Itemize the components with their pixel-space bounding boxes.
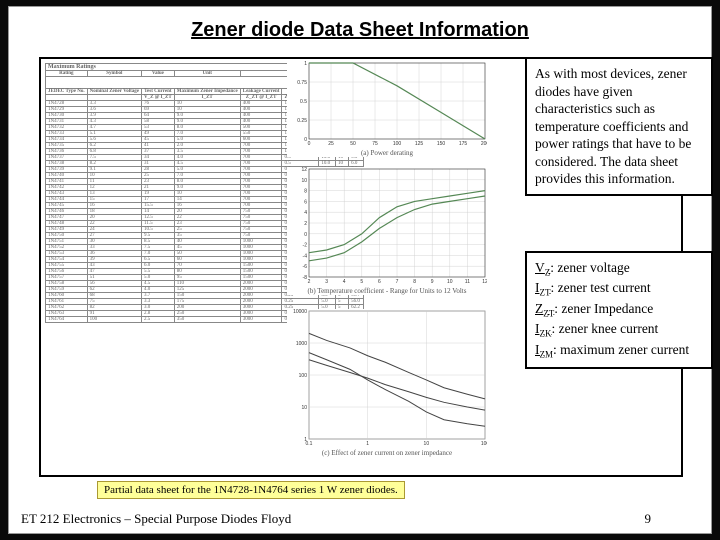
svg-text:9: 9 [431,279,434,285]
svg-text:0.75: 0.75 [297,80,307,86]
svg-text:150: 150 [437,141,446,147]
svg-text:75: 75 [372,141,378,147]
chart2-caption: (b) Temperature coefficient - Range for … [287,287,487,295]
svg-text:-2: -2 [303,243,308,249]
svg-text:0.25: 0.25 [297,118,307,124]
slide: Zener diode Data Sheet Information Maxim… [8,6,712,534]
info-box-params: VZ: zener voltageIZT: zener test current… [525,251,713,369]
svg-text:4: 4 [343,279,346,285]
svg-text:100: 100 [481,441,487,447]
info-box-description: As with most devices, zener diodes have … [525,57,713,196]
slide-title: Zener diode Data Sheet Information [9,19,711,42]
svg-text:2: 2 [304,221,307,227]
svg-text:1: 1 [366,441,369,447]
svg-text:50: 50 [350,141,356,147]
param-line: IZT: zener test current [535,279,703,299]
chart3-caption: (c) Effect of zener current on zener imp… [287,449,487,457]
svg-text:25: 25 [328,141,334,147]
svg-text:10: 10 [301,178,307,184]
svg-text:4: 4 [304,210,307,216]
svg-text:100: 100 [299,373,308,379]
chart-power-derating: 0 25 50 75 100 125 150 175 200 0 0.25 0.5 0.75 1 (a) … [287,61,487,157]
svg-text:10: 10 [424,441,430,447]
svg-text:11: 11 [465,279,470,285]
footer: ET 212 Electronics – Special Purpose Dio… [21,511,291,527]
svg-text:10000: 10000 [293,309,307,315]
svg-text:1: 1 [304,437,307,443]
svg-text:2: 2 [308,279,311,285]
svg-text:8: 8 [304,189,307,195]
chart-temp-coeff: 2 3 4 5 6 7 8 9 10 11 12 -8 -6 -4 -2 0 2 4 6 8 10 12 (b) Temp… [287,167,487,295]
svg-text:6: 6 [304,199,307,205]
chart-impedance: 0.1110100110100100010000 (c) Effect of z… [287,309,487,457]
svg-text:0: 0 [304,137,307,143]
svg-text:3: 3 [325,279,328,285]
svg-text:6: 6 [378,279,381,285]
param-line: IZK: zener knee current [535,320,703,340]
param-line: IZM: maximum zener current [535,341,703,361]
page-number: 9 [645,511,652,527]
svg-text:125: 125 [415,141,424,147]
svg-text:10: 10 [301,405,307,411]
svg-text:1: 1 [304,61,307,67]
info-text: As with most devices, zener diodes have … [535,66,691,186]
svg-text:-8: -8 [303,275,308,281]
svg-text:200: 200 [481,141,487,147]
svg-text:12: 12 [301,167,307,173]
svg-text:7: 7 [396,279,399,285]
chart1-caption: (a) Power derating [287,149,487,157]
param-line: VZ: zener voltage [535,259,703,279]
param-line: ZZT: zener Impedance [535,300,703,320]
svg-text:175: 175 [459,141,468,147]
caption: Partial data sheet for the 1N4728-1N4764… [97,481,405,499]
svg-text:-6: -6 [303,264,308,270]
svg-text:10: 10 [447,279,453,285]
svg-text:8: 8 [413,279,416,285]
svg-text:1000: 1000 [296,341,307,347]
svg-text:12: 12 [482,279,487,285]
svg-text:5: 5 [360,279,363,285]
svg-text:100: 100 [393,141,402,147]
svg-text:0: 0 [304,232,307,238]
svg-text:0.5: 0.5 [300,99,307,105]
svg-text:-4: -4 [303,253,308,259]
svg-text:0: 0 [308,141,311,147]
